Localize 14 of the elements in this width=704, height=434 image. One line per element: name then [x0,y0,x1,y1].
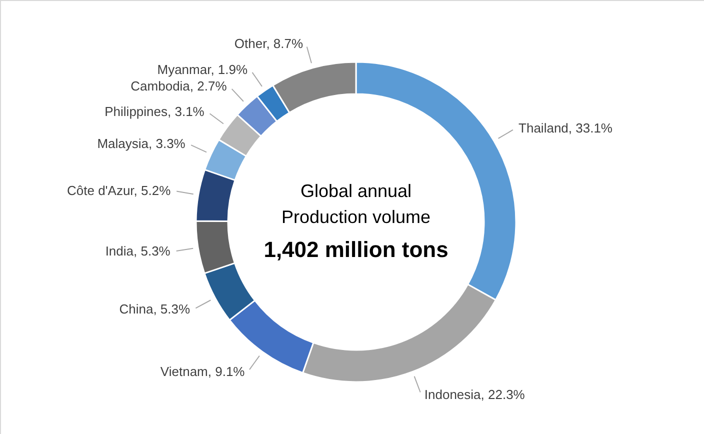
slice-label: Indonesia, 22.3% [424,387,526,402]
slice-label: Cambodia, 2.7% [130,78,228,94]
slice-label: Philippines, 3.1% [104,104,205,119]
slice-label: Thailand, 33.1% [518,120,613,136]
text: Production volume [281,207,431,227]
slice-label: Côte d'Azur, 5.2% [67,182,172,198]
text: Global annual [300,181,412,201]
slice-label: Vietnam, 9.1% [160,364,246,380]
slice-label: Myanmar, 1.9% [157,62,248,77]
slice-label: China, 5.3% [119,302,190,317]
slice-label: India, 5.3% [105,244,171,259]
text: 1,402 million tons [264,237,448,262]
slice-label: Other, 8.7% [234,36,304,51]
slice-label: Malaysia, 3.3% [97,136,186,151]
